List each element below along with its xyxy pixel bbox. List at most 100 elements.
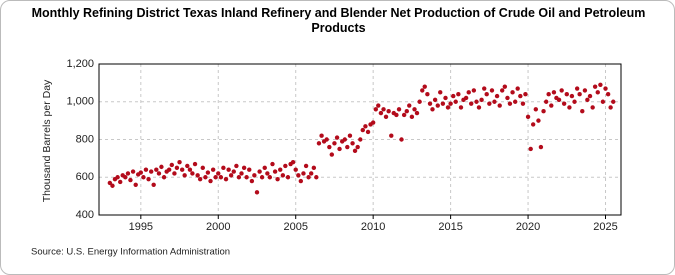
- data-point: [399, 137, 404, 142]
- data-point: [515, 86, 520, 91]
- data-point: [350, 141, 355, 146]
- x-tick-label: 2000: [206, 221, 230, 233]
- data-point: [376, 103, 381, 108]
- x-tick-label: 2020: [516, 221, 540, 233]
- data-point: [476, 105, 482, 110]
- data-point: [182, 173, 187, 178]
- data-point: [270, 161, 275, 167]
- data-point: [443, 95, 448, 101]
- data-point: [505, 95, 510, 101]
- data-point: [172, 171, 177, 176]
- data-point: [110, 183, 115, 188]
- data-point: [404, 108, 409, 114]
- y-tick-label: 1,000: [66, 96, 94, 108]
- data-point: [324, 137, 329, 142]
- source-note: Source: U.S. Energy Information Administ…: [31, 247, 230, 258]
- data-point: [265, 171, 270, 176]
- data-point: [499, 88, 505, 93]
- y-tick-label: 800: [76, 133, 94, 145]
- x-tick-label: 2015: [438, 221, 462, 233]
- data-point: [435, 103, 440, 108]
- data-point: [600, 99, 606, 104]
- data-point: [174, 165, 180, 171]
- data-point: [453, 99, 458, 104]
- data-point: [497, 103, 502, 108]
- data-point: [445, 105, 451, 110]
- data-point: [551, 90, 557, 95]
- data-point: [494, 93, 500, 99]
- data-point: [561, 101, 567, 106]
- data-point: [598, 82, 603, 87]
- data-point: [352, 148, 358, 154]
- data-point: [205, 170, 211, 175]
- data-point: [363, 124, 368, 129]
- data-point: [536, 118, 541, 123]
- data-point: [546, 92, 551, 97]
- data-point: [469, 101, 474, 106]
- data-point: [420, 88, 425, 93]
- data-point: [417, 99, 422, 104]
- data-point: [159, 164, 164, 170]
- data-point: [329, 152, 335, 157]
- data-point: [283, 163, 288, 169]
- data-point: [197, 176, 203, 182]
- x-tick-label: 2025: [593, 221, 617, 233]
- data-point: [334, 135, 340, 140]
- data-point: [177, 159, 182, 165]
- data-point: [370, 120, 376, 125]
- data-point: [290, 159, 296, 165]
- data-point: [427, 101, 433, 106]
- data-point: [502, 84, 508, 89]
- data-point: [474, 99, 479, 104]
- data-point: [487, 101, 492, 106]
- data-point: [466, 90, 471, 95]
- data-point: [192, 161, 198, 167]
- data-point: [319, 133, 324, 138]
- data-point: [133, 182, 138, 187]
- data-point: [195, 173, 200, 178]
- y-axis-label: Thousand Barrels per Day: [41, 79, 53, 202]
- data-point: [479, 97, 484, 103]
- data-point: [482, 86, 487, 91]
- data-point: [456, 92, 461, 97]
- data-point: [587, 93, 593, 99]
- data-point: [249, 178, 255, 184]
- data-point: [564, 92, 569, 97]
- data-point: [146, 176, 151, 182]
- data-point: [285, 175, 291, 180]
- y-tick-label: 400: [76, 209, 94, 221]
- data-point: [118, 179, 123, 185]
- data-point: [525, 114, 531, 120]
- data-point: [383, 114, 389, 120]
- data-point: [213, 175, 218, 180]
- data-point: [438, 90, 443, 95]
- data-point: [422, 84, 427, 89]
- data-point: [252, 173, 257, 178]
- data-point: [267, 175, 273, 180]
- data-point: [358, 137, 363, 142]
- y-tick-label: 600: [76, 171, 94, 183]
- data-point: [451, 93, 456, 99]
- data-point: [484, 92, 489, 97]
- data-point: [156, 171, 162, 176]
- data-point: [345, 144, 350, 150]
- data-point: [161, 175, 167, 180]
- data-point: [272, 169, 278, 174]
- plot-border: [98, 63, 622, 216]
- data-point: [154, 167, 159, 172]
- data-point: [301, 171, 306, 176]
- data-point: [590, 105, 595, 110]
- data-point: [234, 163, 239, 169]
- data-point: [492, 99, 497, 104]
- data-point: [549, 103, 554, 108]
- data-point: [166, 167, 172, 172]
- data-point: [210, 167, 216, 172]
- data-point: [259, 175, 265, 180]
- data-point: [396, 107, 402, 112]
- data-point: [574, 86, 580, 91]
- data-point: [221, 165, 226, 171]
- data-point: [125, 171, 131, 176]
- data-point: [149, 169, 154, 174]
- data-point: [520, 101, 526, 106]
